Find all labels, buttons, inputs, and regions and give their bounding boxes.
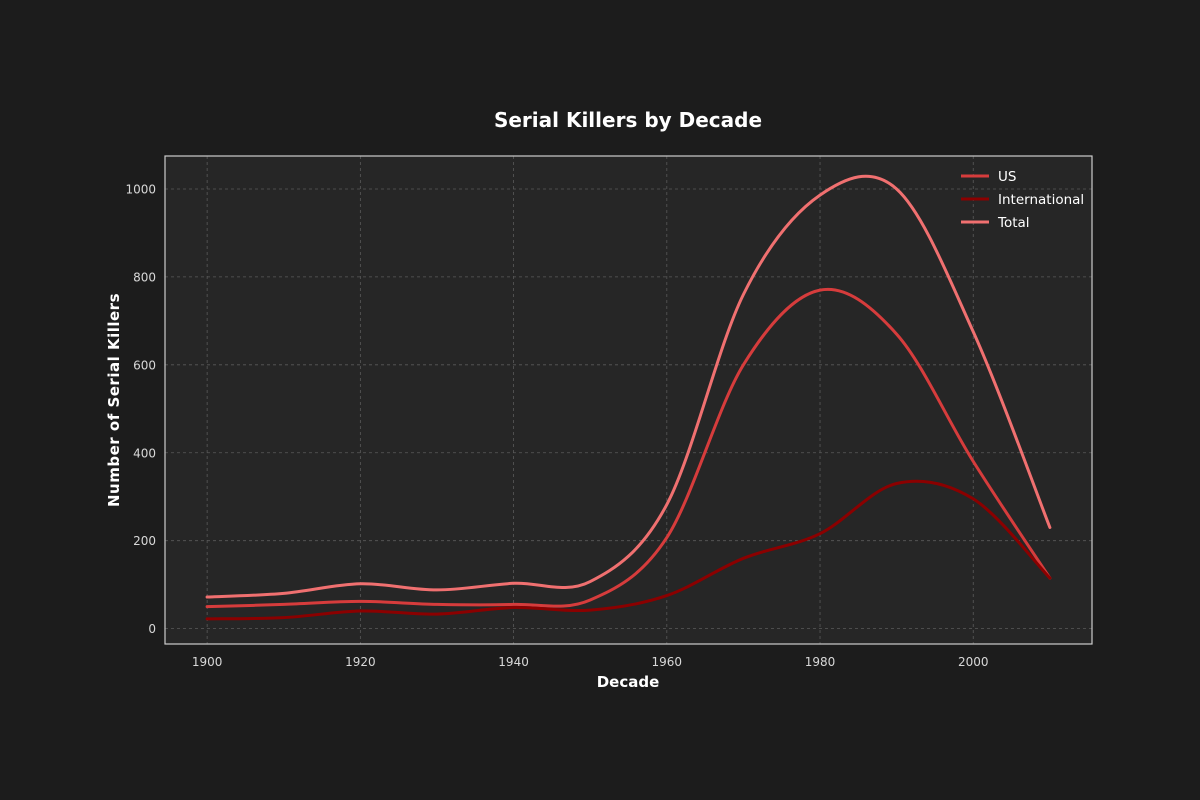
grid-lines — [165, 156, 1092, 644]
x-tick-label: 2000 — [958, 655, 989, 669]
legend-item-total[interactable]: Total — [961, 215, 1030, 231]
series-line-total — [205, 174, 1052, 599]
series-lines — [205, 174, 1052, 621]
plot-area — [165, 156, 1092, 644]
legend-item-international[interactable]: International — [961, 192, 1084, 208]
y-tick-label: 1000 — [125, 182, 156, 196]
y-tick-label: 400 — [133, 446, 156, 460]
y-tick-label: 800 — [133, 270, 156, 284]
y-tick-label: 600 — [133, 358, 156, 372]
y-tick-label: 200 — [133, 534, 156, 548]
x-axis-label: Decade — [597, 673, 660, 691]
x-tick-label: 1920 — [345, 655, 376, 669]
y-tick-label: 0 — [148, 622, 156, 636]
chart-title: Serial Killers by Decade — [494, 108, 762, 132]
legend-item-us[interactable]: US — [961, 169, 1016, 185]
series-line-international — [205, 479, 1052, 621]
x-tick-label: 1900 — [192, 655, 223, 669]
y-axis-ticks: 0 200 400 600 800 1000 — [125, 182, 156, 636]
legend: US International Total — [961, 169, 1084, 231]
x-tick-label: 1940 — [498, 655, 529, 669]
legend-label-international: International — [998, 192, 1084, 208]
x-axis-ticks: 1900 1920 1940 1960 1980 2000 — [192, 655, 989, 669]
plot-border — [164, 155, 1093, 645]
x-tick-label: 1960 — [652, 655, 683, 669]
legend-label-total: Total — [997, 215, 1030, 231]
legend-label-us: US — [998, 169, 1016, 185]
series-line-us — [205, 287, 1052, 609]
x-tick-label: 1980 — [805, 655, 836, 669]
y-axis-label: Number of Serial Killers — [105, 293, 123, 507]
